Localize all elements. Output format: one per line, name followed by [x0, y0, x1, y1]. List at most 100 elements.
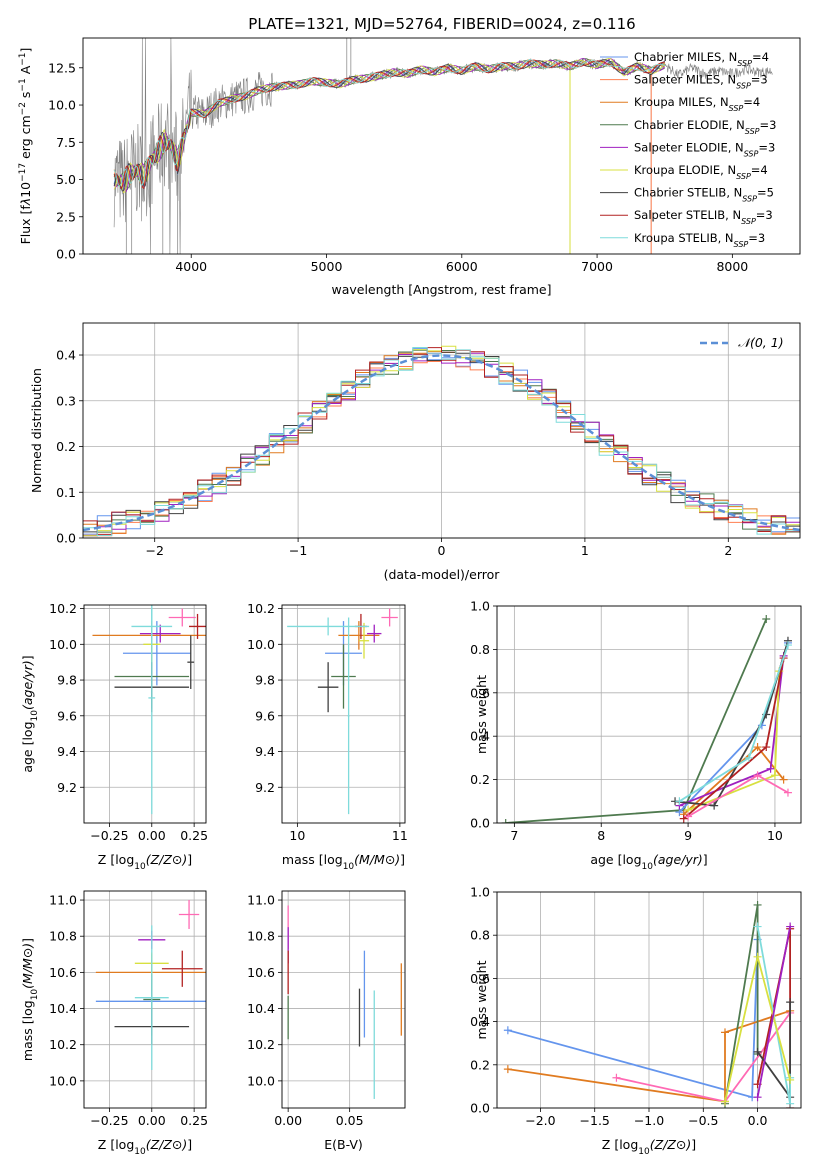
axes-frame: [496, 891, 802, 1109]
panel-mass-vs-EBV: 0.00 0.05 10.0 10.2 10.4 10.6 10.8 11.0 E(B-V): [247, 890, 406, 1152]
errorbar-point: [347, 617, 350, 815]
y-tick-label: 10.2: [247, 1037, 275, 1052]
weight-marker: [753, 1047, 762, 1056]
y-tick-label: 9.2: [255, 780, 275, 795]
x-tick-label: 8000: [716, 259, 748, 274]
y-tick-label: 2.5: [56, 209, 76, 224]
y-tick-label: 10.6: [49, 965, 77, 980]
weight-series-line: [507, 939, 759, 1099]
legend-entry: 𝒩(0, 1): [738, 335, 784, 350]
weight-marker: [762, 615, 771, 624]
y-tick-label: 0.0: [56, 531, 76, 546]
y-tick-label: 0.4: [470, 729, 490, 744]
y-tick-label: 0.6: [470, 685, 490, 700]
x-axis-label: Z [log10(Z/Z⊙)]: [98, 1137, 192, 1157]
panel-age-vs-mass: 10 11 9.2 9.4 9.6 9.8 10.0 10.2 mass [log10(M/M⊙…: [247, 601, 408, 872]
x-tick-label: −1: [289, 543, 307, 558]
weight-marker: [721, 1097, 729, 1106]
plot-area-mass-vs-Z: [95, 900, 206, 1071]
model-line: [113, 59, 665, 192]
legend-entry: Kroupa MILES, NSSP=4: [634, 95, 760, 113]
y-tick-label: 12.5: [48, 60, 76, 75]
x-axis-label: age [log10(age/yr)]: [590, 852, 707, 872]
y-tick-label: 0.1: [56, 485, 76, 500]
y-tick-label: 9.8: [255, 673, 275, 688]
x-tick-label: −1.5: [580, 1113, 610, 1128]
figure-title: PLATE=1321, MJD=52764, FIBERID=0024, z=0…: [248, 15, 635, 33]
model-line: [113, 59, 665, 192]
legend-entry: Kroupa STELIB, NSSP=3: [634, 231, 765, 249]
weight-marker: [753, 900, 762, 909]
plot-area-residuals: [83, 345, 800, 537]
y-tick-label: 10.0: [49, 637, 77, 652]
weight-marker: [783, 788, 792, 797]
y-tick-label: 10.2: [49, 601, 77, 616]
y-tick-label: 9.4: [255, 744, 275, 759]
y-axis-label: mass weight: [474, 675, 489, 754]
weight-marker: [783, 641, 792, 650]
errorbar-point: [358, 622, 370, 659]
errorbar-point: [134, 925, 169, 1071]
errorbar-point: [367, 624, 382, 643]
weight-marker: [786, 1075, 795, 1084]
x-tick-label: 0.0: [748, 1113, 768, 1128]
y-tick-label: 0.0: [56, 247, 76, 262]
y-tick-label: 10.4: [247, 1001, 275, 1016]
errorbar-point: [331, 644, 356, 709]
plot-area-weight-vs-age: [501, 615, 792, 823]
x-tick-label: 0.00: [138, 1113, 166, 1128]
y-tick-label: 9.8: [57, 673, 77, 688]
weight-marker: [710, 801, 719, 810]
y-tick-label: 10.2: [247, 601, 275, 616]
x-tick-label: 7000: [581, 259, 613, 274]
plot-area-age-vs-Z: [92, 605, 206, 815]
weight-marker: [779, 775, 788, 784]
y-tick-label: 9.4: [57, 744, 77, 759]
errorbar-point: [338, 621, 380, 650]
y-axis-label: mass [log10(M/M⊙)]: [20, 938, 40, 1061]
x-tick-label: −2: [145, 543, 163, 558]
x-tick-label: 1: [581, 543, 589, 558]
weight-marker: [503, 1026, 512, 1035]
plot-area-weight-vs-Z: [503, 900, 795, 1108]
weight-marker: [770, 771, 779, 780]
plot-area-mass-vs-EBV: [287, 905, 402, 1099]
y-tick-label: 9.6: [57, 708, 77, 723]
weight-marker: [753, 743, 762, 752]
errorbar-point: [178, 900, 200, 929]
y-tick-label: 10.6: [247, 965, 275, 980]
model-line: [113, 57, 665, 193]
y-tick-label: 0.3: [56, 393, 76, 408]
legend-entry: Chabrier ELODIE, NSSP=3: [634, 118, 776, 136]
weight-series-line: [683, 657, 785, 820]
weight-marker: [679, 814, 688, 823]
x-tick-label: 2: [724, 543, 732, 558]
axes-frame: [281, 890, 406, 1109]
plot-area-age-vs-mass: [287, 608, 398, 815]
y-axis-label: Normed distribution: [29, 368, 44, 493]
x-tick-label: −0.25: [90, 828, 128, 843]
y-tick-label: 0.4: [56, 348, 76, 363]
errorbar-point: [168, 608, 196, 627]
weight-marker: [744, 753, 753, 762]
x-tick-label: −0.5: [688, 1113, 718, 1128]
panel-age-vs-Z: −0.25 0.00 0.25 9.2 9.4 9.6 9.8 10.0 10.2 Z [log1…: [20, 601, 208, 872]
errorbar-point: [161, 950, 203, 987]
x-tick-label: 7: [510, 828, 518, 843]
x-tick-label: 0.00: [274, 1113, 302, 1128]
x-axis-label: Z [log10(Z/Z⊙)]: [98, 852, 192, 872]
weight-marker: [786, 1099, 795, 1108]
errorbar-point: [187, 635, 195, 689]
weight-series-line: [678, 642, 789, 813]
y-tick-label: 10.8: [49, 929, 77, 944]
axes-frame: [83, 604, 207, 824]
residual-histogram: [83, 347, 800, 536]
legend-entry: Chabrier STELIB, NSSP=5: [634, 186, 774, 204]
x-axis-label: Z [log10(Z/Z⊙)]: [602, 1137, 696, 1157]
panel-spectrum: 4000 5000 6000 7000 8000 0.0 2.5 5.0 7.5 10.0 12.5…: [18, 37, 801, 297]
y-tick-label: 11.0: [49, 893, 77, 908]
axes-frame: [83, 890, 207, 1109]
panel-weight-vs-age: 7 8 9 10 0.0 0.2 0.4 0.6 0.8 1.0 age [log10(age/yr…: [470, 599, 802, 872]
y-tick-label: 5.0: [56, 172, 76, 187]
plot-area-spectrum: [113, 38, 773, 254]
